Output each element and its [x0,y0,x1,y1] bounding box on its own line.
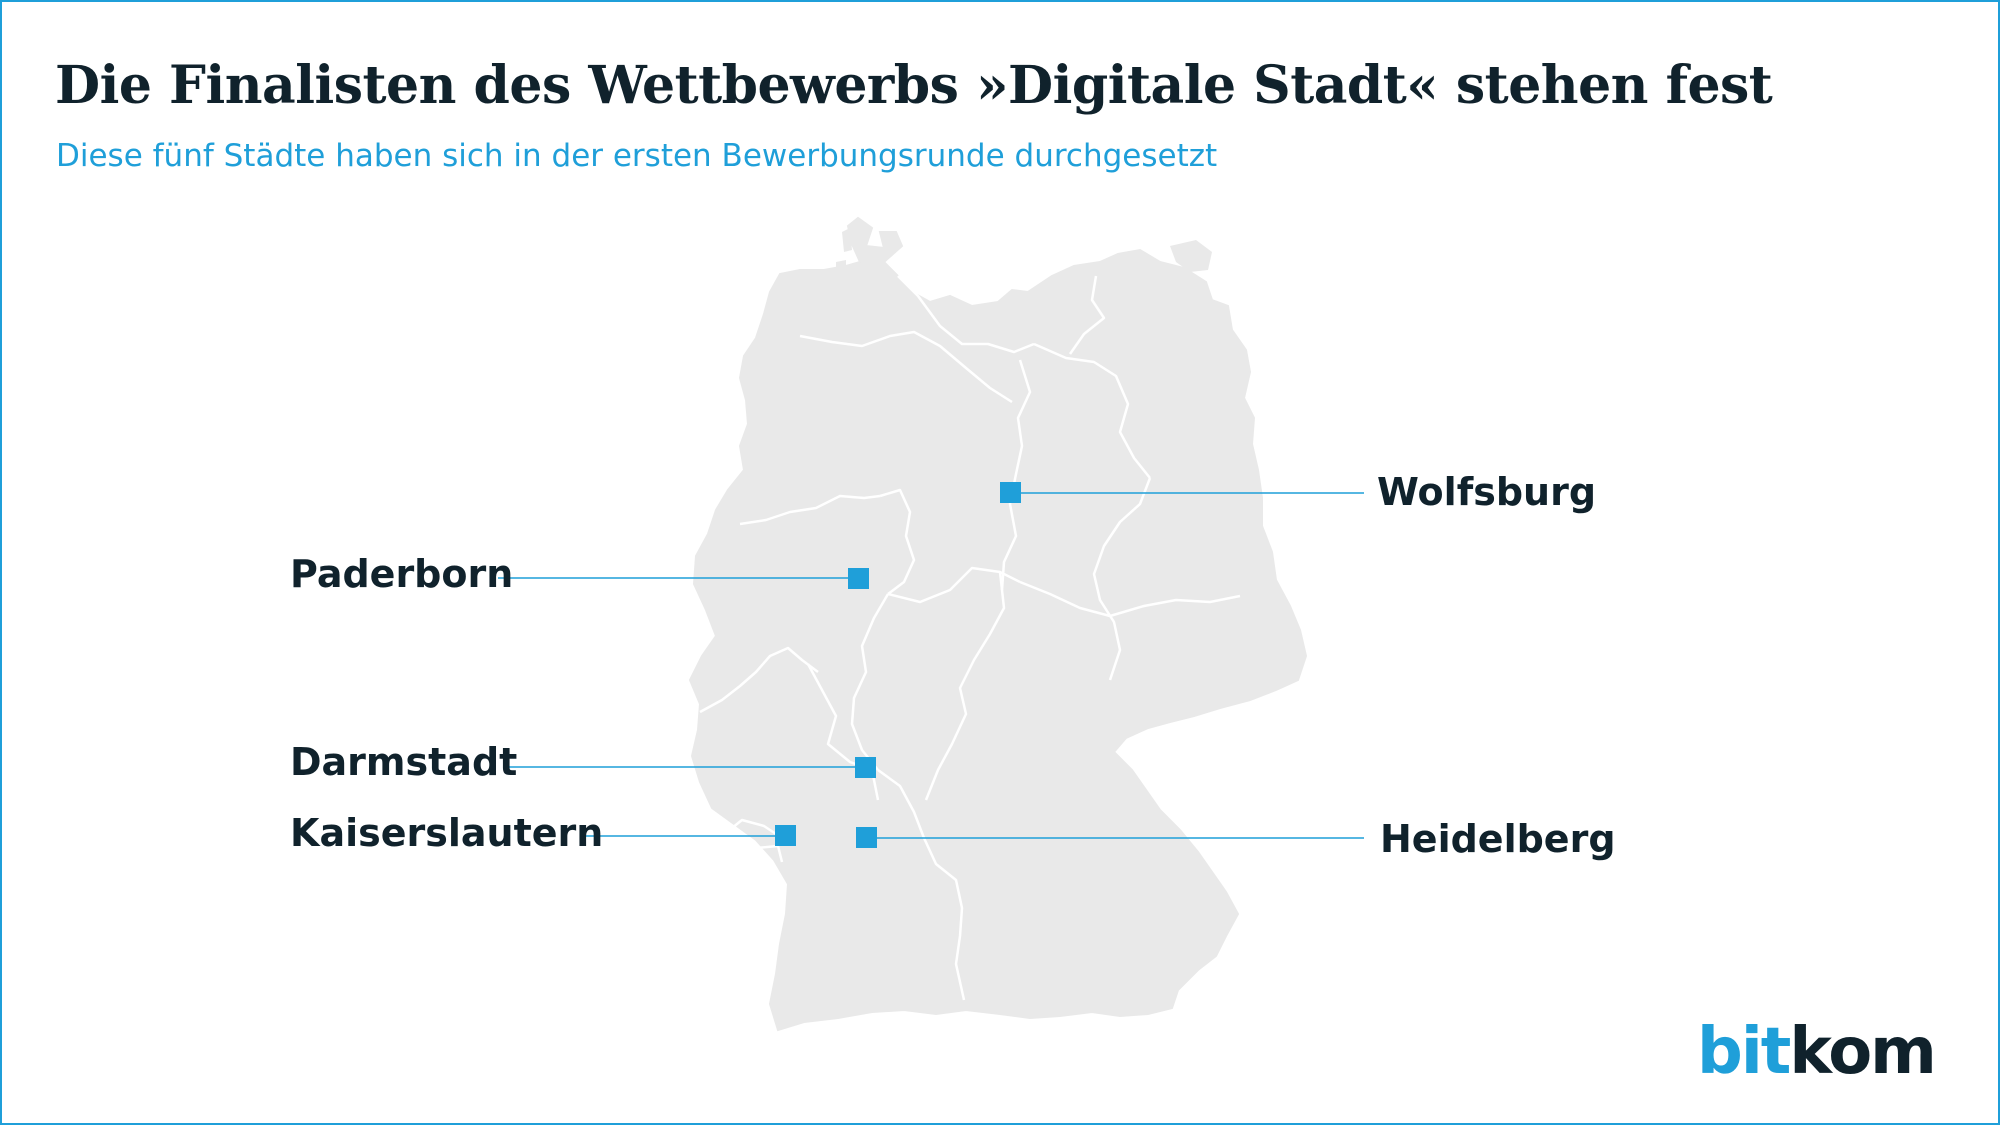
label-wolfsburg: Wolfsburg [1377,470,1597,514]
marker-darmstadt[interactable] [855,757,876,778]
marker-wolfsburg[interactable] [1000,482,1021,503]
marker-kaiserslautern[interactable] [775,825,796,846]
label-paderborn: Paderborn [290,552,514,596]
page-subtitle: Diese fünf Städte haben sich in der erst… [56,138,1218,174]
label-heidelberg: Heidelberg [1380,817,1616,861]
state-borders [699,275,1241,1001]
city-markers [775,482,1021,848]
connector-lines [498,492,1364,839]
logo-part-kom: kom [1789,1015,1936,1089]
label-kaiserslautern: Kaiserslautern [290,811,604,855]
baltic-island [1170,240,1212,272]
marker-heidelberg[interactable] [856,827,877,848]
east-frisian-islands [766,330,860,354]
marker-paderborn[interactable] [848,568,869,589]
page-title: Die Finalisten des Wettbewerbs »Digitale… [55,55,1773,116]
germany-land [688,216,1308,1032]
label-darmstadt: Darmstadt [290,740,518,784]
north-frisian-islands [836,228,852,274]
logo-part-bit: bit [1697,1015,1791,1089]
bitkom-logo: bitkom [1697,1020,1937,1084]
